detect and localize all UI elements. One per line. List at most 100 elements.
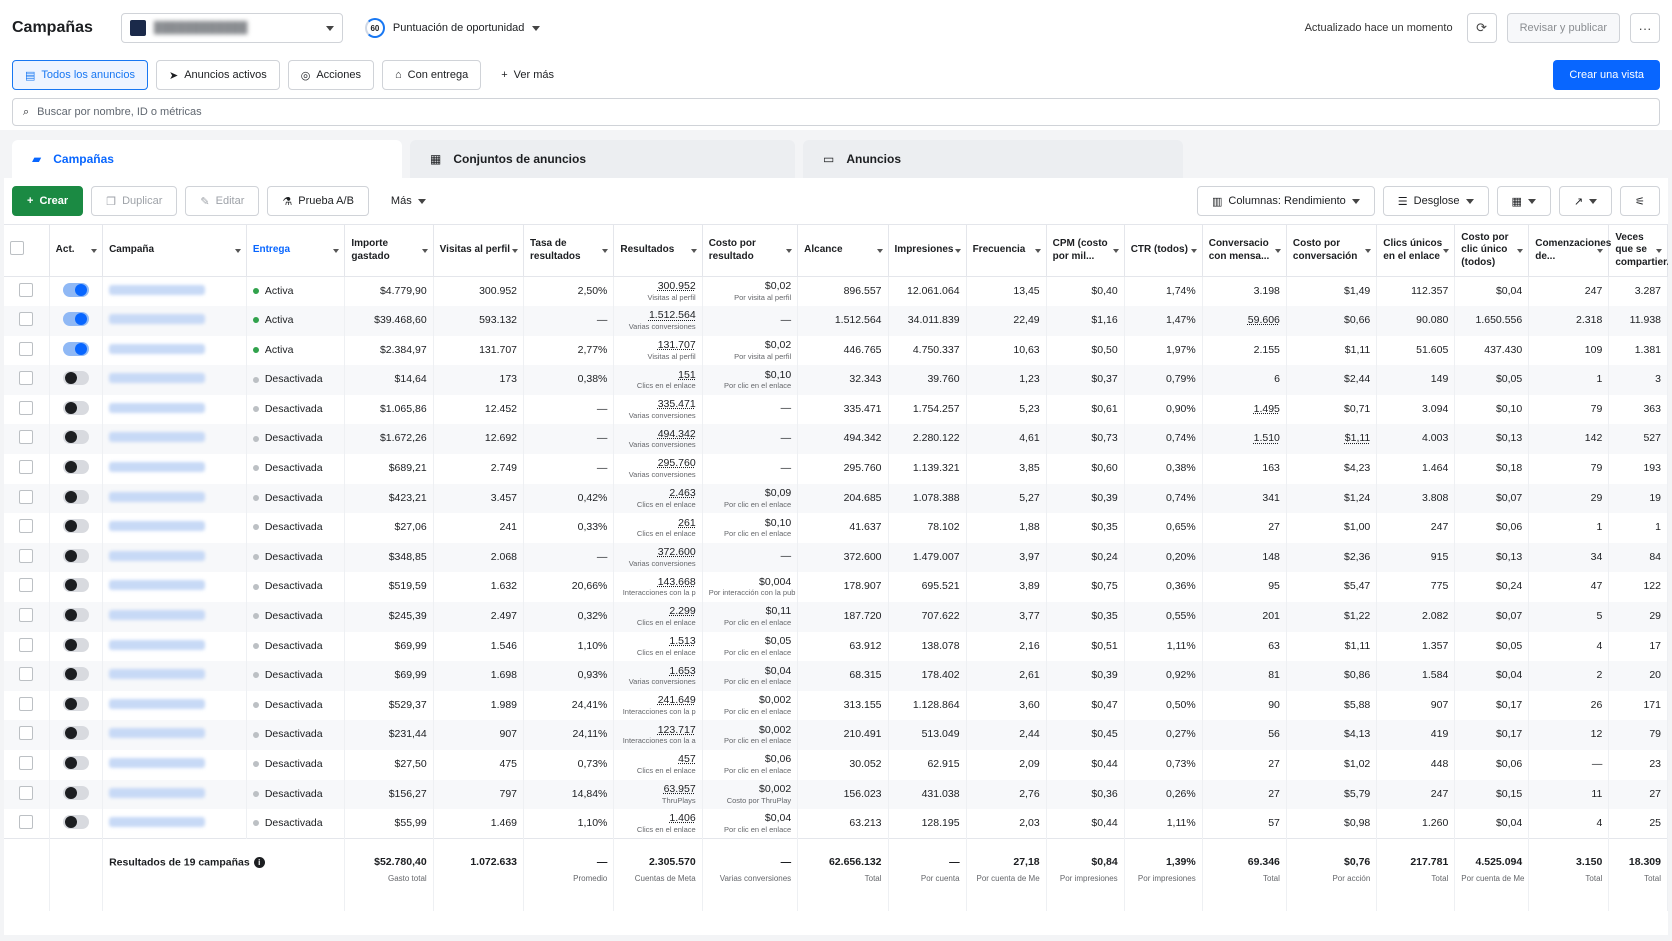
search-input[interactable] [37,106,1649,118]
campaign-name-redacted[interactable] [109,758,206,769]
account-selector[interactable]: ████████████ [120,13,343,43]
campaign-toggle[interactable] [62,489,89,504]
row-checkbox[interactable] [19,578,34,593]
results-value[interactable]: 261 [678,516,696,529]
cost-conversation-value[interactable]: $1,11 [1344,432,1371,445]
col-result-rate[interactable]: Tasa de resultados [523,224,615,277]
table-row[interactable]: Desactivada $519,59 1.632 20,66% 143.668 Inte… [4,572,1668,603]
col-frequency[interactable]: Frecuencia [966,224,1047,277]
table-row[interactable]: Desactivada $69,99 1.546 1,10% 1.513 Clics en… [4,631,1668,662]
row-checkbox[interactable] [19,548,34,563]
campaign-name-redacted[interactable] [109,550,206,561]
edit-button[interactable]: ✎ Editar [185,186,260,216]
campaign-toggle[interactable] [62,371,89,386]
row-checkbox[interactable] [19,341,34,356]
row-checkbox[interactable] [19,430,34,445]
conversations-value[interactable]: 1.510 [1253,432,1280,445]
results-value[interactable]: 494.342 [657,427,696,440]
campaign-toggle[interactable] [62,696,89,711]
filter-actions[interactable]: ◎ Acciones [287,60,374,90]
create-button[interactable]: + Crear [12,186,84,216]
col-impressions[interactable]: Impresiones [888,224,967,277]
create-view-button[interactable]: Crear una vista [1553,60,1660,90]
row-checkbox[interactable] [19,519,34,534]
row-checkbox[interactable] [19,460,34,475]
table-row[interactable]: Desactivada $689,21 2.749—295.760 Varias co… [4,454,1668,484]
conversations-value[interactable]: 59.606 [1247,314,1280,327]
table-row[interactable]: Desactivada $245,39 2.497 0,32% 2.299 Clics e… [4,602,1668,632]
results-value[interactable]: 123.717 [657,723,696,736]
campaign-toggle[interactable] [62,667,89,682]
col-cost-per-conversation[interactable]: Costo por conversación [1286,224,1378,277]
table-row[interactable]: Desactivada $1.672,26 12.692—494.342 Varias… [4,424,1668,455]
results-value[interactable]: 1.653 [669,664,696,677]
row-checkbox[interactable] [19,637,34,652]
row-checkbox[interactable] [19,814,34,829]
conversations-value[interactable]: 1.495 [1253,402,1280,415]
results-value[interactable]: 2.299 [669,605,696,618]
results-value[interactable]: 151 [678,368,696,381]
col-unique-link-clicks[interactable]: Clics únicos en el enlace [1376,224,1456,277]
campaign-name-redacted[interactable] [109,462,206,473]
breakdown-button[interactable]: ☰ Desglose [1382,186,1489,216]
campaign-toggle[interactable] [62,637,89,652]
col-profile-visits[interactable]: Visitas al perfil [433,224,525,277]
table-row[interactable]: Desactivada $423,21 3.457 0,42% 2.463 Clics e… [4,483,1668,514]
col-act[interactable]: Act. [49,224,104,277]
col-delivery[interactable]: Entrega [246,224,346,277]
campaign-name-redacted[interactable] [109,373,206,384]
filter-active-ads[interactable]: ➤ Anuncios activos [155,60,280,90]
tab-campaigns[interactable]: ▰ Campañas [12,140,402,178]
campaign-name-redacted[interactable] [109,610,206,621]
campaign-toggle[interactable] [62,430,89,445]
campaign-name-redacted[interactable] [109,698,206,709]
col-cpm[interactable]: CPM (costo por mil... [1046,224,1125,277]
table-row[interactable]: Desactivada $348,85 2.068—372.600 Varias co… [4,542,1668,573]
campaign-toggle[interactable] [62,460,89,475]
reports-button[interactable]: ▦ [1496,186,1551,216]
col-cost-per-result[interactable]: Costo por resultado [702,224,799,277]
results-value[interactable]: 335.471 [657,398,696,411]
row-checkbox[interactable] [19,696,34,711]
row-checkbox[interactable] [19,400,34,415]
table-row[interactable]: Desactivada $55,99 1.469 1,10% 1.406 Clics en… [4,809,1668,839]
col-campaign[interactable]: Campaña [102,224,247,277]
campaign-toggle[interactable] [62,519,89,534]
results-value[interactable]: 2.463 [669,487,696,500]
info-icon[interactable]: i [253,857,265,869]
table-row[interactable]: Activa $2.384,97 131.707 2,77% 131.707 Visita… [4,335,1668,366]
campaign-toggle[interactable] [62,400,89,415]
table-row[interactable]: Desactivada $529,37 1.989 24,41% 241.649 Inte… [4,690,1668,721]
campaign-toggle[interactable] [62,756,89,771]
results-value[interactable]: 143.668 [657,575,696,588]
filter-with-delivery[interactable]: ⌂ Con entrega [381,60,482,90]
col-starts[interactable]: Comenzaciones de... [1528,224,1611,277]
select-all-checkbox[interactable] [10,241,24,256]
campaign-toggle[interactable] [62,312,89,327]
campaign-name-redacted[interactable] [109,521,206,532]
campaign-toggle[interactable] [62,726,89,741]
row-checkbox[interactable] [19,756,34,771]
campaign-name-redacted[interactable] [109,343,206,354]
col-results[interactable]: Resultados [613,224,703,277]
campaign-name-redacted[interactable] [109,402,206,413]
campaign-toggle[interactable] [62,608,89,623]
row-checkbox[interactable] [19,282,34,297]
filter-all-ads[interactable]: ▤ Todos los anuncios [12,60,148,90]
results-value[interactable]: 241.649 [657,694,696,707]
results-value[interactable]: 63.957 [663,782,696,795]
campaign-name-redacted[interactable] [109,432,206,443]
col-spent[interactable]: Importe gastado [344,224,434,277]
row-checkbox[interactable] [19,312,34,327]
table-row[interactable]: Activa $39.468,60 593.132—1.512.564 Varias … [4,306,1668,336]
results-value[interactable]: 131.707 [657,339,696,352]
campaign-toggle[interactable] [62,814,89,829]
campaign-name-redacted[interactable] [109,314,206,325]
row-checkbox[interactable] [19,726,34,741]
campaign-toggle[interactable] [62,341,89,356]
see-more-filters[interactable]: + Ver más [489,60,566,90]
campaign-toggle[interactable] [62,548,89,563]
tab-ad-sets[interactable]: ▦ Conjuntos de anuncios [410,140,795,178]
table-row[interactable]: Desactivada $156,27 797 14,84% 63.957 ThruPla… [4,779,1668,810]
campaign-name-redacted[interactable] [109,816,206,827]
